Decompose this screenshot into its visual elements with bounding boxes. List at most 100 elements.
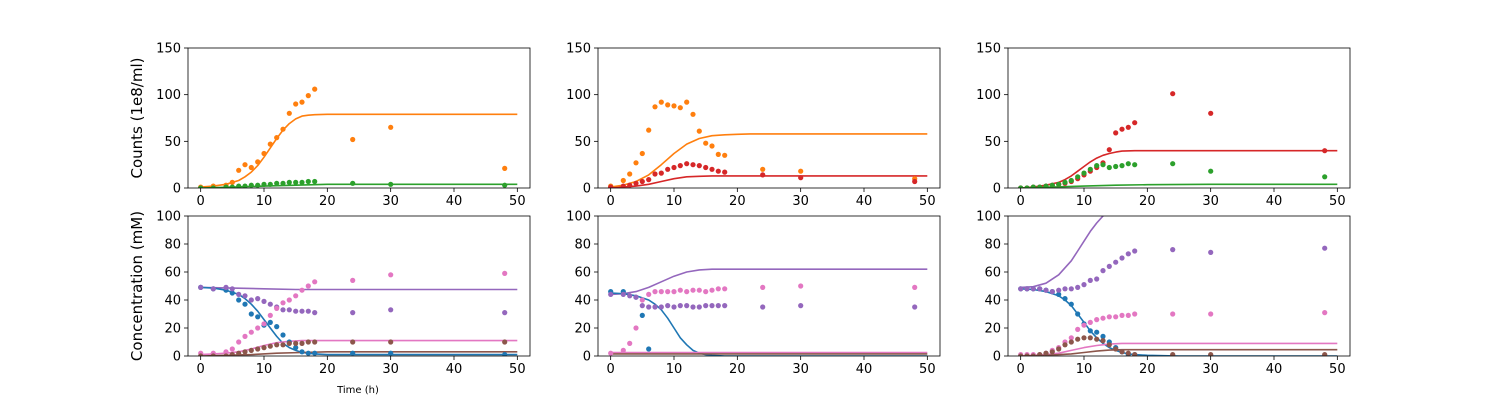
red-data-point xyxy=(715,168,721,174)
pink-data-point xyxy=(267,312,273,318)
purple-data-point xyxy=(223,284,229,290)
orange-data-point xyxy=(299,99,305,105)
brown-data-point xyxy=(1068,339,1074,345)
purple-data-point xyxy=(312,310,318,316)
pink-data-point xyxy=(646,291,652,297)
brown-data-point xyxy=(1094,336,1100,342)
purple-data-point xyxy=(665,303,671,309)
pink-data-point xyxy=(760,284,766,290)
purple-data-point xyxy=(1132,248,1138,254)
green-data-point xyxy=(1043,183,1049,188)
red-data-point xyxy=(1119,126,1125,132)
x-tick-label: 30 xyxy=(792,362,809,377)
green-data-point xyxy=(1075,174,1081,180)
brown-data-point xyxy=(1062,342,1068,348)
pink-data-point xyxy=(502,270,508,276)
brown-data-point xyxy=(350,339,356,345)
green-data-point xyxy=(1094,163,1100,169)
brown-data-point xyxy=(267,343,273,349)
purple-data-point xyxy=(1037,286,1043,292)
purple-data-point xyxy=(1125,251,1131,257)
purple-data-point xyxy=(210,286,216,292)
orange-data-point xyxy=(388,124,394,130)
x-tick-label: 0 xyxy=(197,362,205,377)
red-data-point xyxy=(722,169,728,175)
red-data-point xyxy=(696,163,702,169)
orange-data-point xyxy=(274,135,280,141)
green-fit-line xyxy=(1020,183,1338,188)
y-tick-label: 100 xyxy=(156,88,181,103)
brown-data-point xyxy=(1132,352,1138,356)
plot-area xyxy=(1018,216,1338,356)
blue-data-point xyxy=(388,350,394,356)
plot-area xyxy=(608,268,928,356)
brown-data-point xyxy=(1056,346,1062,352)
purple-data-point xyxy=(1043,287,1049,293)
blue-data-point xyxy=(639,312,645,318)
purple-data-point xyxy=(236,291,242,297)
plot-area xyxy=(608,99,928,188)
purple-data-point xyxy=(1094,276,1100,282)
plot-area xyxy=(1018,91,1338,188)
brown-data-point xyxy=(1030,353,1036,356)
purple-data-point xyxy=(293,308,299,314)
orange-data-point xyxy=(696,128,702,134)
orange-fit-line xyxy=(200,113,518,188)
pink-data-point xyxy=(1075,326,1081,332)
axes-frame xyxy=(187,47,531,189)
green-data-point xyxy=(210,185,216,188)
orange-fit-line xyxy=(610,133,928,188)
purple-data-point xyxy=(703,303,709,309)
pink-data-point xyxy=(1068,335,1074,341)
x-tick-label: 10 xyxy=(666,194,683,209)
purple-data-point xyxy=(798,303,804,309)
blue-data-point xyxy=(255,314,261,320)
subplot-top-middle: 0 10 20 30 40 50 0 50 100 150 xyxy=(566,42,941,209)
orange-data-point xyxy=(305,93,311,99)
purple-fit-line xyxy=(200,286,518,291)
pink-data-point xyxy=(671,289,677,295)
green-data-point xyxy=(198,185,204,188)
pink-data-point xyxy=(261,321,267,327)
x-tick-label: 50 xyxy=(1329,194,1346,209)
green-data-point xyxy=(1049,182,1055,188)
brown-data-point xyxy=(1081,335,1087,341)
y-tick-label: 40 xyxy=(164,294,181,309)
red-data-point xyxy=(690,162,696,168)
green-data-point xyxy=(1119,163,1125,169)
x-tick-label: 50 xyxy=(509,194,526,209)
red-data-point xyxy=(639,178,645,185)
brown-data-point xyxy=(280,342,286,348)
brown-data-point xyxy=(1037,352,1043,356)
x-tick-label: 0 xyxy=(1017,362,1025,377)
x-tick-label: 0 xyxy=(607,194,615,209)
purple-data-point xyxy=(248,297,254,303)
purple-data-point xyxy=(1075,284,1081,290)
red-data-point xyxy=(1106,147,1112,153)
subplot-top-left: 0 10 20 30 40 50 0 50 100 150 xyxy=(156,42,531,209)
green-data-point xyxy=(1037,184,1043,188)
purple-data-point xyxy=(1170,247,1176,253)
green-data-point xyxy=(1024,185,1030,188)
orange-data-point xyxy=(684,99,690,105)
red-data-point xyxy=(1113,130,1119,136)
red-data-point xyxy=(1208,110,1214,116)
green-data-point xyxy=(1081,170,1087,176)
purple-data-point xyxy=(633,294,639,300)
x-tick-label: 30 xyxy=(382,194,399,209)
y-tick-label: 50 xyxy=(574,135,591,150)
purple-data-point xyxy=(1087,277,1093,283)
brown-data-point xyxy=(248,347,254,353)
pink-data-point xyxy=(312,279,318,285)
pink-data-point xyxy=(715,286,721,292)
green-data-point xyxy=(1170,161,1176,167)
orange-data-point xyxy=(286,110,292,116)
orange-data-point xyxy=(671,103,677,109)
orange-data-point xyxy=(261,150,267,157)
x-tick-label: 40 xyxy=(1266,362,1283,377)
x-tick-label: 20 xyxy=(319,362,336,377)
y-tick-label: 40 xyxy=(574,294,591,309)
pink-data-point xyxy=(722,286,728,292)
orange-data-point xyxy=(350,136,356,143)
